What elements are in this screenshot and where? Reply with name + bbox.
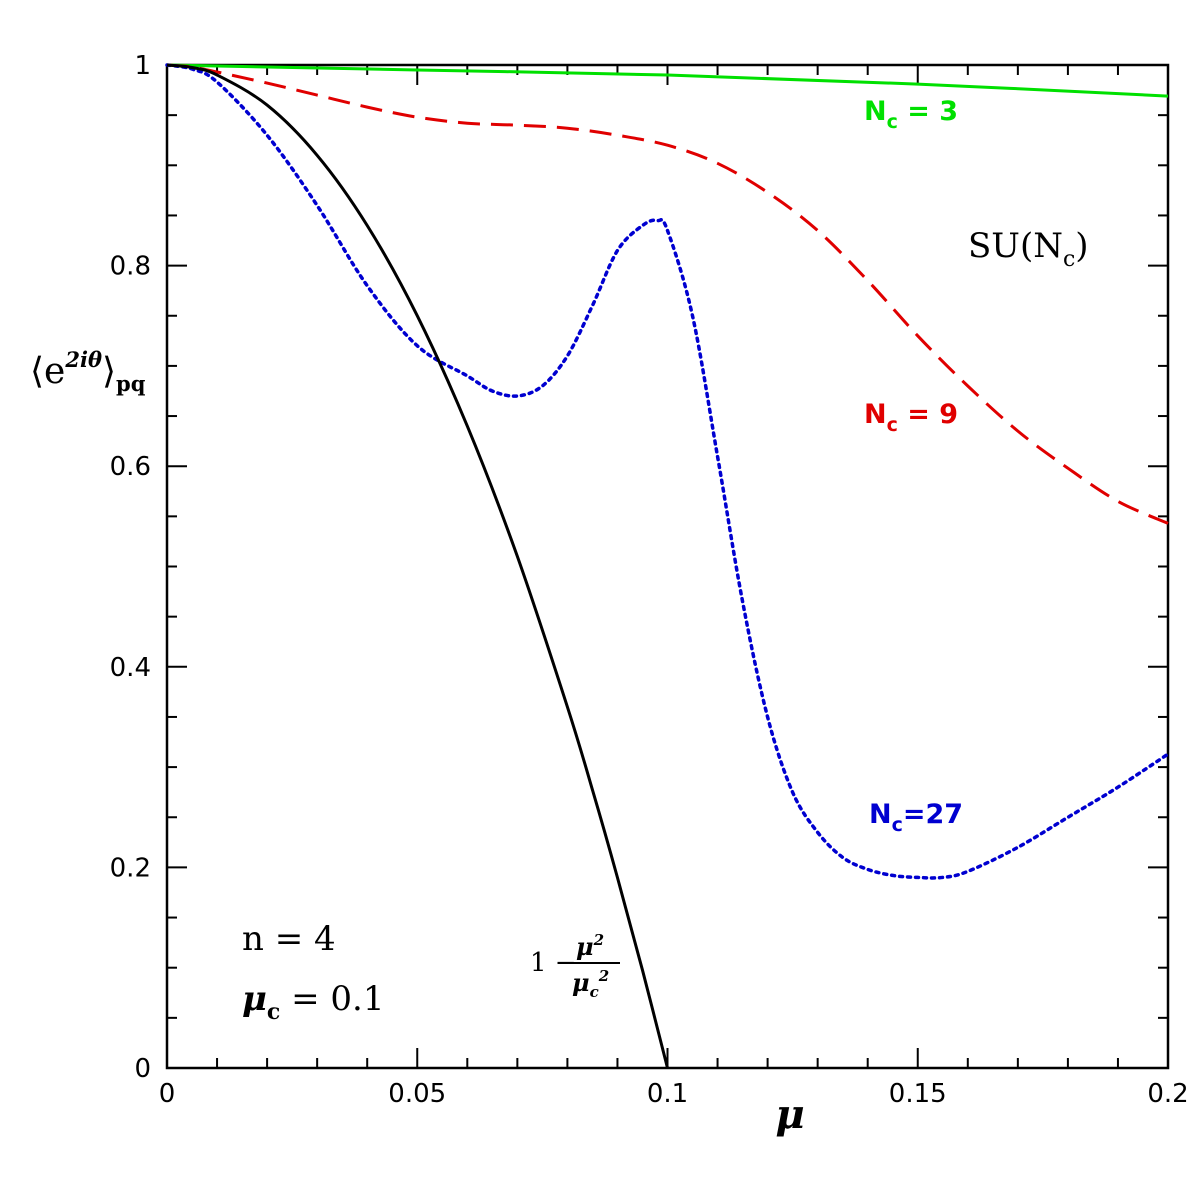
y-axis-title-sup: 2iθ: [64, 347, 102, 372]
axis-ticks: [167, 65, 1168, 1068]
series-curves: [165, 63, 1170, 1069]
series-label-nc9: Nc = 9: [864, 399, 958, 436]
series-analytic-line: [166, 63, 669, 1069]
n-annotation: n = 4: [242, 919, 336, 959]
y-tick-label: 0.2: [110, 853, 151, 883]
y-tick-label: 0.6: [110, 452, 151, 482]
series-label-nc27: Nc=27: [869, 799, 963, 836]
series-label-analytic: 1 − μ2 μc2: [530, 931, 620, 1001]
y-axis-title: ⟨e2iθ⟩pq: [30, 347, 146, 396]
analytic-label-numerator: μ2: [576, 931, 604, 961]
series-nc9-line: [166, 63, 1169, 525]
y-axis-title-close: ⟩: [102, 351, 116, 392]
plot-frame: [165, 63, 1170, 1070]
mu-c-annotation: μc = 0.1: [242, 979, 384, 1025]
group-annotation: SU(Nc): [968, 226, 1089, 272]
analytic-label-denominator: μc2: [572, 967, 609, 1001]
y-tick-label: 1: [134, 51, 151, 81]
analytic-label-one: 1 −: [530, 948, 577, 978]
series-nc27-line: [165, 63, 1170, 880]
x-axis-title: μ: [775, 1091, 804, 1138]
x-tick-label: 0.1: [647, 1079, 688, 1109]
x-tick-label: 0.2: [1147, 1079, 1188, 1109]
series-nc3-line: [166, 63, 1169, 98]
y-tick-label: 0: [134, 1054, 151, 1084]
x-tick-label: 0: [159, 1079, 176, 1109]
y-tick-label: 0.4: [110, 653, 151, 683]
tick-labels: 0 0.05 0.1 0.15 0.2 0 0.2 0.4 0.6 0.8 1: [110, 51, 1189, 1109]
x-tick-label: 0.15: [889, 1079, 947, 1109]
y-tick-label: 0.8: [110, 252, 151, 282]
x-tick-label: 0.05: [388, 1079, 446, 1109]
series-label-nc3: Nc = 3: [864, 96, 958, 133]
y-axis-title-base: ⟨e: [30, 351, 65, 392]
y-axis-title-sub: pq: [116, 371, 146, 396]
